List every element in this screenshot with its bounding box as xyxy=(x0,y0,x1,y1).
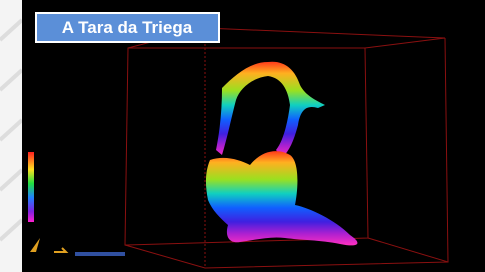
color-legend xyxy=(28,152,34,222)
screenshot: A Tara da Triega xyxy=(0,0,485,272)
scale-bar xyxy=(75,252,125,256)
title: A Tara da Triega xyxy=(62,18,193,37)
